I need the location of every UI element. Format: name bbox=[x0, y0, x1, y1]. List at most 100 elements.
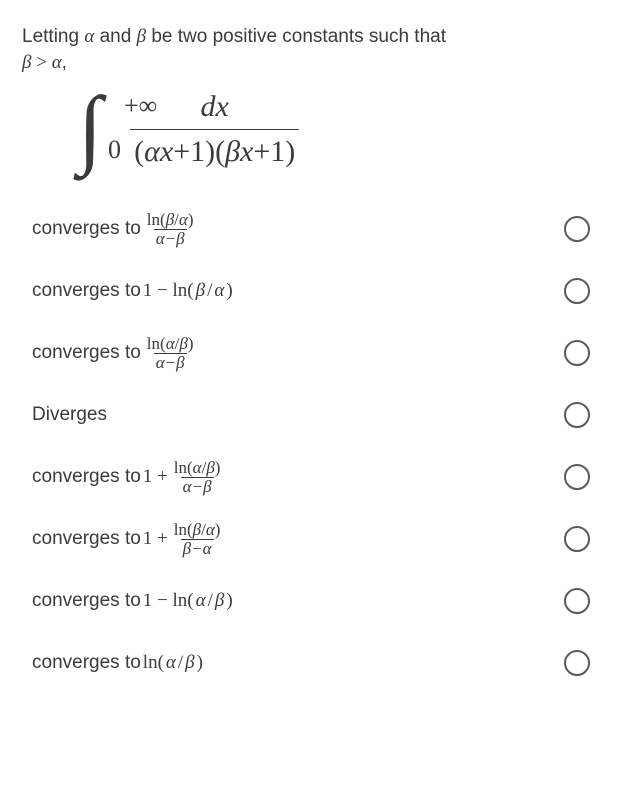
option-text-part: β bbox=[193, 520, 201, 539]
integrand-denominator: (αx+1)(βx+1) bbox=[130, 129, 299, 173]
option-text-part: 1 + bbox=[143, 526, 168, 552]
option-text-part: − bbox=[192, 477, 203, 496]
option-text-part: ln( bbox=[143, 650, 164, 676]
option-text-part: − bbox=[165, 353, 176, 372]
prompt-beta: β bbox=[137, 26, 146, 47]
option-text-part: ln( bbox=[147, 334, 166, 353]
option-radio[interactable] bbox=[564, 402, 590, 428]
option-radio[interactable] bbox=[564, 278, 590, 304]
option-text-part: converges to bbox=[32, 340, 141, 366]
option-text-part: converges to bbox=[32, 588, 141, 614]
integral-upper-limit: +∞ bbox=[124, 88, 157, 123]
option-text-part: α bbox=[166, 650, 176, 676]
integrand-numerator: dx bbox=[197, 87, 233, 129]
option-label: converges to 1 − ln(α/β) bbox=[32, 588, 233, 614]
option-radio[interactable] bbox=[564, 340, 590, 366]
option-text-part: Diverges bbox=[32, 402, 107, 428]
fraction-numerator: ln(α/β) bbox=[172, 459, 223, 477]
option-text-part: β bbox=[196, 278, 205, 304]
option-text-part: ) bbox=[188, 334, 194, 353]
option-radio[interactable] bbox=[564, 588, 590, 614]
fraction-denominator: α−β bbox=[154, 353, 187, 372]
options-list: converges to ln(β/α)α−βconverges to 1 − … bbox=[22, 198, 596, 694]
option-text-part: α bbox=[183, 477, 192, 496]
option-fraction: ln(β/α)β−α bbox=[172, 521, 223, 558]
option-text-part: ln( bbox=[147, 210, 166, 229]
option-text-part: 1 − ln( bbox=[143, 588, 194, 614]
option-text-part: β bbox=[215, 588, 224, 614]
fraction-numerator: ln(α/β) bbox=[145, 335, 196, 353]
integral-symbol: ∫ +∞ 0 bbox=[78, 94, 102, 165]
option-text-part: β bbox=[166, 210, 174, 229]
option-label: converges to ln(α/β) bbox=[32, 650, 203, 676]
option-row[interactable]: converges to ln(α/β) bbox=[22, 632, 596, 694]
option-label: converges to ln(α/β)α−β bbox=[32, 335, 198, 372]
option-row[interactable]: converges to 1 + ln(β/α)β−α bbox=[22, 508, 596, 570]
option-text-part: / bbox=[208, 588, 213, 614]
option-row[interactable]: converges to ln(α/β)α−β bbox=[22, 322, 596, 384]
option-text-part: α bbox=[166, 334, 175, 353]
option-text-part: β bbox=[176, 353, 184, 372]
prompt-comma: , bbox=[62, 52, 67, 73]
option-row[interactable]: converges to 1 + ln(α/β)α−β bbox=[22, 446, 596, 508]
prompt-alpha: α bbox=[84, 26, 94, 47]
option-text-part: ) bbox=[197, 650, 203, 676]
option-text-part: converges to bbox=[32, 278, 141, 304]
question-prompt: Letting α and β be two positive constant… bbox=[22, 24, 596, 75]
option-row[interactable]: converges to ln(β/α)α−β bbox=[22, 198, 596, 260]
prompt-text-3: be two positive constants such that bbox=[146, 26, 446, 47]
option-text-part: α bbox=[156, 353, 165, 372]
prompt-gt: > bbox=[31, 52, 51, 73]
prompt-text-2: and bbox=[94, 26, 136, 47]
option-text-part: converges to bbox=[32, 650, 141, 676]
fraction-denominator: β−α bbox=[181, 539, 214, 558]
option-text-part: ) bbox=[188, 210, 194, 229]
option-fraction: ln(α/β)α−β bbox=[172, 459, 223, 496]
option-text-part: α bbox=[203, 539, 212, 558]
option-text-part: converges to bbox=[32, 464, 141, 490]
option-row[interactable]: converges to 1 − ln(α/β) bbox=[22, 570, 596, 632]
option-row[interactable]: converges to 1 − ln(β/α) bbox=[22, 260, 596, 322]
option-text-part: ) bbox=[215, 458, 221, 477]
option-label: Diverges bbox=[32, 402, 107, 428]
option-text-part: α bbox=[179, 210, 188, 229]
option-radio[interactable] bbox=[564, 464, 590, 490]
option-text-part: ) bbox=[215, 520, 221, 539]
option-text-part: α bbox=[214, 278, 224, 304]
option-text-part: ) bbox=[226, 278, 232, 304]
option-text-part: / bbox=[207, 278, 212, 304]
option-fraction: ln(β/α)α−β bbox=[145, 211, 196, 248]
option-fraction: ln(α/β)α−β bbox=[145, 335, 196, 372]
option-text-part: β bbox=[176, 229, 184, 248]
option-text-part: ) bbox=[226, 588, 232, 614]
option-radio[interactable] bbox=[564, 526, 590, 552]
option-text-part: converges to bbox=[32, 216, 141, 242]
option-text-part: α bbox=[206, 520, 215, 539]
option-radio[interactable] bbox=[564, 650, 590, 676]
option-text-part: β bbox=[185, 650, 194, 676]
prompt-text-1: Letting bbox=[22, 26, 84, 47]
option-label: converges to ln(β/α)α−β bbox=[32, 211, 198, 248]
option-text-part: β bbox=[183, 539, 191, 558]
option-text-part: α bbox=[156, 229, 165, 248]
option-radio[interactable] bbox=[564, 216, 590, 242]
option-text-part: − bbox=[165, 229, 176, 248]
option-text-part: ln( bbox=[174, 520, 193, 539]
option-text-part: 1 − ln( bbox=[143, 278, 194, 304]
option-text-part: β bbox=[206, 458, 214, 477]
option-text-part: − bbox=[191, 539, 202, 558]
option-text-part: α bbox=[193, 458, 202, 477]
fraction-denominator: α−β bbox=[181, 477, 214, 496]
option-label: converges to 1 − ln(β/α) bbox=[32, 278, 233, 304]
option-text-part: β bbox=[179, 334, 187, 353]
option-text-part: β bbox=[203, 477, 211, 496]
fraction-denominator: α−β bbox=[154, 229, 187, 248]
integral-sign: ∫ bbox=[78, 94, 102, 164]
prompt-alpha-2: α bbox=[52, 52, 62, 73]
option-label: converges to 1 + ln(β/α)β−α bbox=[32, 521, 224, 558]
integral-lower-limit: 0 bbox=[108, 132, 121, 167]
option-label: converges to 1 + ln(α/β)α−β bbox=[32, 459, 224, 496]
option-row[interactable]: Diverges bbox=[22, 384, 596, 446]
option-text-part: α bbox=[196, 588, 206, 614]
option-text-part: ln( bbox=[174, 458, 193, 477]
